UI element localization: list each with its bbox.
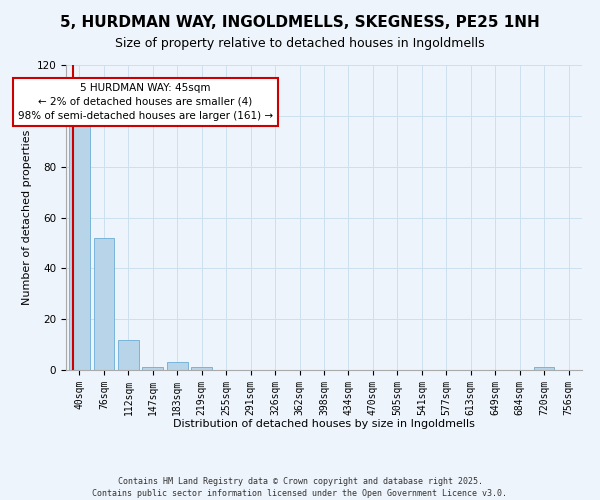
Bar (534, 368, 554, 370)
Bar (118, 340, 139, 370)
Bar (69, 126, 90, 370)
Bar (167, 362, 188, 370)
Text: Size of property relative to detached houses in Ingoldmells: Size of property relative to detached ho… (115, 38, 485, 51)
Bar (191, 368, 212, 370)
Y-axis label: Number of detached properties: Number of detached properties (22, 130, 32, 305)
Text: 5 HURDMAN WAY: 45sqm
← 2% of detached houses are smaller (4)
98% of semi-detache: 5 HURDMAN WAY: 45sqm ← 2% of detached ho… (18, 83, 273, 121)
Bar (142, 368, 163, 370)
Bar (94, 238, 114, 370)
Text: Contains HM Land Registry data © Crown copyright and database right 2025.
Contai: Contains HM Land Registry data © Crown c… (92, 476, 508, 498)
X-axis label: Distribution of detached houses by size in Ingoldmells: Distribution of detached houses by size … (173, 419, 475, 429)
Text: 5, HURDMAN WAY, INGOLDMELLS, SKEGNESS, PE25 1NH: 5, HURDMAN WAY, INGOLDMELLS, SKEGNESS, P… (60, 15, 540, 30)
